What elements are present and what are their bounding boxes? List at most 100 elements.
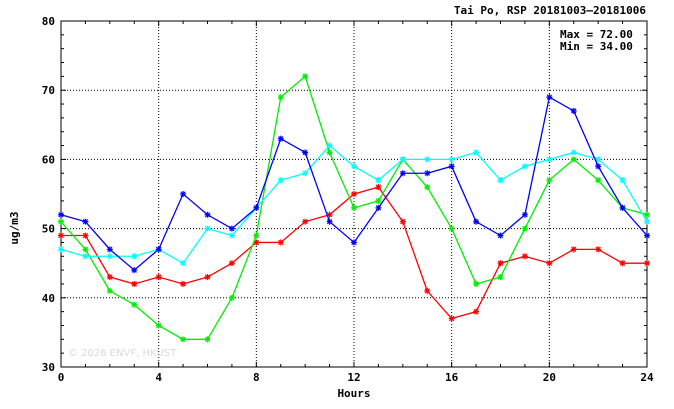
data-point [619,204,626,211]
data-point [595,177,602,184]
data-point [302,170,309,177]
data-point [204,274,211,281]
data-point [180,191,187,197]
data-point [570,149,577,156]
data-point [253,232,260,239]
data-point [326,142,333,149]
data-point [155,322,162,329]
series-1 [58,184,650,322]
data-point [473,218,480,225]
y-axis-label: ug/m3 [8,211,21,244]
data-point [644,211,650,218]
data-point [277,94,284,101]
series-4 [58,94,650,274]
data-point [204,336,211,343]
data-point [131,301,138,308]
data-point [277,239,284,246]
data-point [595,163,602,170]
data-point [204,225,211,232]
data-point [473,149,480,156]
data-point [180,336,187,343]
data-point [399,156,406,163]
data-point [228,225,235,232]
x-axis-label: Hours [337,387,370,400]
y-tick-label: 30 [42,361,55,374]
series-2 [58,73,650,343]
data-point [473,308,480,315]
data-point [497,274,504,281]
data-point [424,156,431,163]
data-point [58,218,64,225]
data-point [131,253,138,260]
data-point [375,204,382,211]
data-point [351,163,357,170]
y-tick-label: 50 [42,223,55,236]
x-tick-label: 16 [445,371,459,384]
data-point [326,218,333,225]
data-point [253,204,260,211]
data-point [570,156,577,163]
data-point [375,184,382,191]
data-point [595,156,602,163]
axis-ticks: 0 4 8 12 16 20 24 30 40 50 60 70 80 [42,15,654,384]
grid [61,21,647,367]
x-tick-label: 4 [155,371,162,384]
data-point [228,294,235,301]
data-point [570,107,577,114]
data-point [595,246,602,253]
x-tick-label: 24 [640,371,654,384]
data-point [375,177,382,184]
data-point [375,197,382,204]
data-point [399,170,406,177]
data-point [351,204,357,211]
max-annotation: Max = 72.00 [560,28,633,41]
data-point [644,218,650,225]
y-tick-label: 70 [42,84,55,97]
data-point [82,246,89,253]
data-point [106,246,113,253]
data-point [497,260,504,267]
data-point [302,73,309,80]
data-point [58,232,64,239]
data-point [399,218,406,225]
data-point [351,191,357,197]
data-point [546,94,553,101]
data-point [82,253,89,260]
x-tick-label: 12 [347,371,360,384]
data-point [326,149,333,156]
data-point [424,184,431,191]
data-point [155,246,162,253]
data-point [131,267,138,274]
data-point [180,280,187,287]
data-point [619,177,626,184]
data-point [521,225,528,232]
series-group [58,73,650,343]
data-point [473,280,480,287]
data-point [644,260,650,267]
watermark: © 2026 ENVF, HKUST [68,348,177,359]
data-point [131,280,138,287]
y-tick-label: 60 [42,153,55,166]
x-tick-label: 0 [58,371,65,384]
x-tick-label: 8 [253,371,260,384]
y-tick-label: 80 [42,15,55,28]
data-point [521,253,528,260]
data-point [546,260,553,267]
data-point [106,274,113,281]
data-point [228,260,235,267]
data-point [521,211,528,218]
x-tick-label: 20 [543,371,556,384]
data-point [302,218,309,225]
data-point [619,260,626,267]
data-point [277,135,284,142]
data-point [277,177,284,184]
data-point [546,156,553,163]
data-point [497,232,504,239]
data-point [497,177,504,184]
data-point [448,156,455,163]
data-point [180,260,187,267]
data-point [155,274,162,281]
data-point [424,170,431,177]
data-point [106,253,113,260]
data-point [351,239,357,246]
